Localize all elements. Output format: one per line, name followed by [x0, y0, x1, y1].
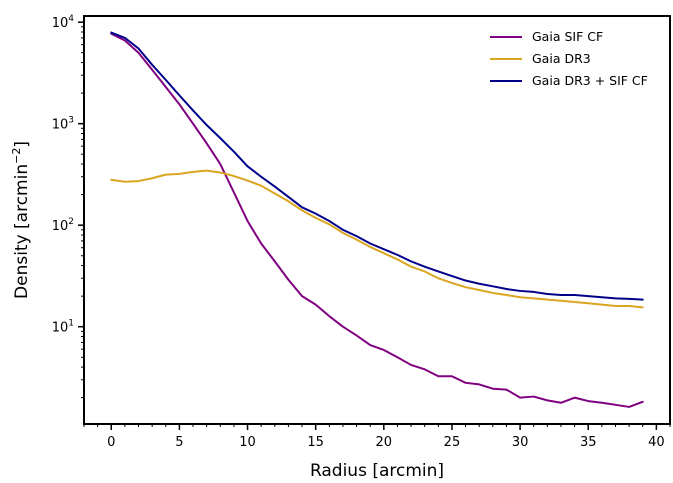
y-axis-title: Density [arcmin−2] [10, 141, 32, 299]
x-tick-label: 40 [648, 435, 665, 450]
x-tick-label: 10 [239, 435, 256, 450]
y-tick-label: 104 [52, 14, 75, 31]
axes-layer: 0 5 10 15 20 25 30 35 40 101 102 103 104 Radius [arcm… [10, 14, 671, 481]
legend-label: Gaia SIF CF [532, 29, 603, 44]
series-layer [110, 31, 644, 408]
y-tick-label: 101 [52, 319, 74, 336]
x-axis-title: Radius [arcmin] [310, 461, 444, 481]
plot-frame [83, 15, 671, 425]
x-tick-label: 25 [444, 435, 461, 450]
x-tick-label: 5 [175, 435, 183, 450]
legend-label: Gaia DR3 + SIF CF [532, 73, 648, 88]
legend: Gaia SIF CF Gaia DR3 Gaia DR3 + SIF CF [490, 29, 648, 88]
series-line-3 [110, 31, 644, 301]
legend-label: Gaia DR3 [532, 51, 591, 66]
x-tick-label: 15 [307, 435, 324, 450]
series-line-1 [110, 32, 644, 408]
x-tick-label: 20 [376, 435, 393, 450]
x-tick-label: 0 [107, 435, 115, 450]
series-line-2 [110, 169, 644, 309]
y-tick-label: 102 [52, 217, 74, 234]
y-tick-label: 103 [52, 116, 74, 133]
x-tick-label: 30 [512, 435, 529, 450]
x-tick-label: 35 [580, 435, 597, 450]
